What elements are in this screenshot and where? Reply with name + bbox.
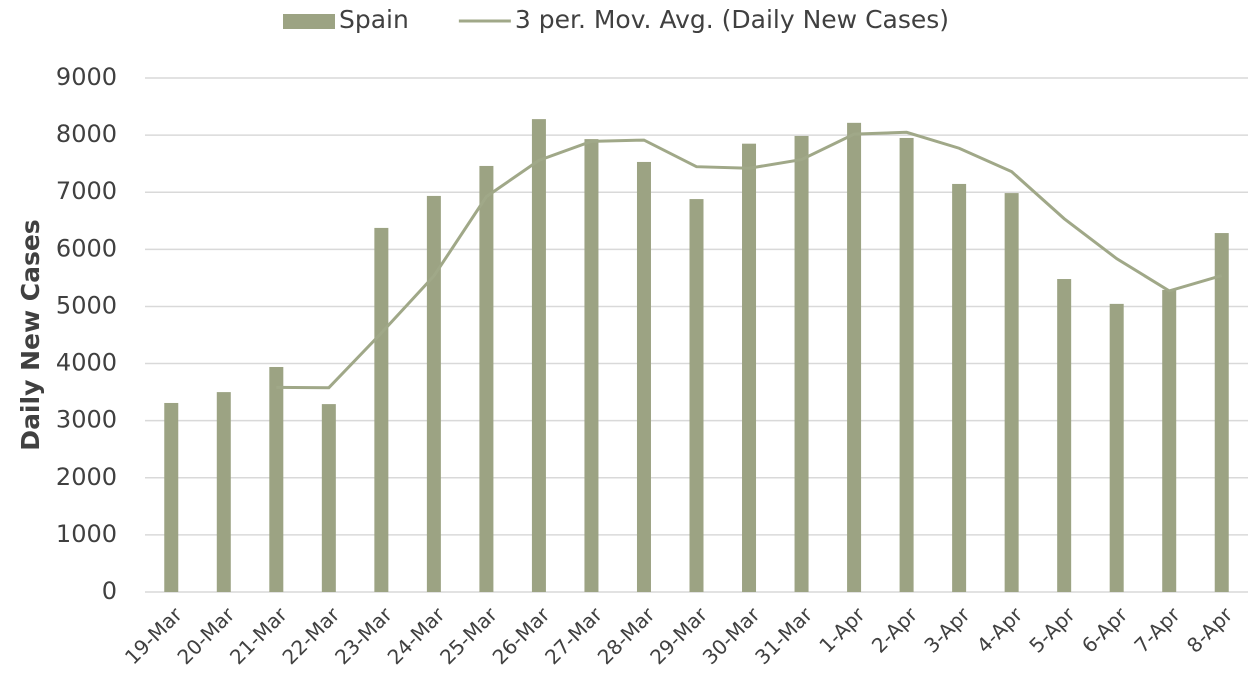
bar [479,165,494,592]
x-tick-label: 21-Mar [225,602,292,669]
bar [1004,193,1019,592]
y-tick-label: 5000 [56,291,117,319]
y-axis-label: Daily New Cases [16,219,45,450]
y-tick-label: 8000 [56,120,117,148]
bar [584,139,599,592]
legend-label: 3 per. Mov. Avg. (Daily New Cases) [515,5,949,34]
x-tick-label: 19-Mar [120,602,187,669]
legend-label: Spain [339,5,409,34]
bar [1214,233,1229,592]
x-tick-label: 3-Apr [919,602,975,658]
bar [531,119,546,593]
x-tick-label: 29-Mar [645,602,712,669]
x-tick-label: 24-Mar [383,602,450,669]
bar [899,137,914,592]
x-tick-label: 20-Mar [172,602,239,669]
y-tick-label: 7000 [56,177,117,205]
bar [794,135,809,592]
bar [374,227,389,592]
bar [321,404,336,592]
y-tick-label: 0 [102,577,117,605]
bar [636,161,651,592]
bar [1109,303,1124,592]
legend-swatch [283,14,335,29]
bar [426,195,441,592]
bar [952,183,967,593]
x-tick-label: 22-Mar [278,602,345,669]
x-tick-label: 8-Apr [1182,602,1238,658]
x-tick-label: 7-Apr [1129,602,1185,658]
bar [847,122,862,593]
bar [1057,279,1072,592]
bar [689,199,704,592]
x-tick-label: 27-Mar [540,602,607,669]
x-tick-label: 4-Apr [972,602,1028,658]
x-tick-label: 1-Apr [814,602,870,658]
x-tick-label: 6-Apr [1077,602,1133,658]
x-tick-label: 26-Mar [488,602,555,669]
x-tick-label: 28-Mar [593,602,660,669]
x-tick-label: 25-Mar [435,602,502,669]
bar [269,366,284,592]
x-tick-label: 23-Mar [330,602,397,669]
bar [216,392,231,592]
x-tick-label: 2-Apr [867,602,923,658]
x-tick-label: 31-Mar [750,602,817,669]
y-tick-label: 2000 [56,463,117,491]
y-tick-label: 4000 [56,349,117,377]
y-tick-label: 9000 [56,63,117,91]
y-tick-label: 1000 [56,520,117,548]
y-tick-label: 6000 [56,234,117,262]
line [276,130,1223,390]
y-tick-label: 3000 [56,406,117,434]
bar [1162,289,1177,592]
bar [164,402,179,592]
x-tick-label: 5-Apr [1024,602,1080,658]
bar [742,143,757,592]
x-tick-label: 30-Mar [698,602,765,669]
